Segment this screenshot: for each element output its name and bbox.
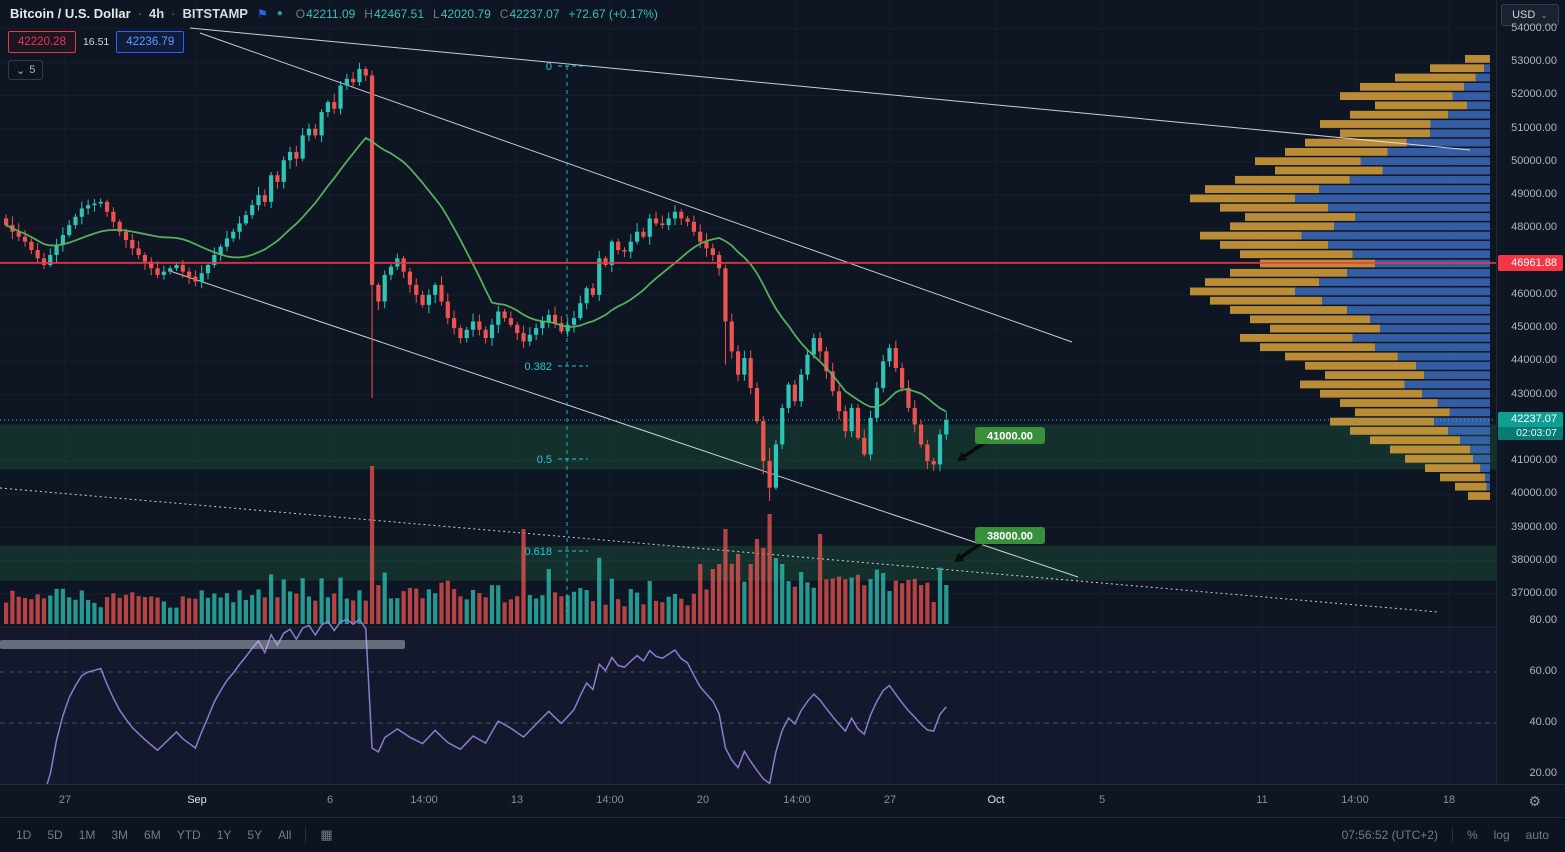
time-axis-label: 20 xyxy=(696,794,710,806)
date-range-icon[interactable]: ▦ xyxy=(320,827,333,842)
range-button-3m[interactable]: 3M xyxy=(111,828,129,842)
rsi-axis-label: 20.00 xyxy=(1529,767,1557,779)
chart-canvas[interactable]: 0 0.382 0.5 0.618 41000.00 38000.00 Bitcoin /… xyxy=(0,0,1497,785)
chevron-down-icon: ⌄ xyxy=(16,64,26,77)
red-price-label: 46961.88 xyxy=(1498,255,1563,271)
svg-text:41000.00: 41000.00 xyxy=(987,431,1033,443)
high-label: H xyxy=(364,6,373,21)
low-value: 42020.79 xyxy=(440,6,491,21)
time-axis-label: 18 xyxy=(1442,794,1456,806)
price-axis-label: 45000.00 xyxy=(1511,321,1557,334)
range-button-1d[interactable]: 1D xyxy=(16,828,32,842)
current-price-label: 42237.07 02:03:07 xyxy=(1498,412,1563,440)
time-axis-label: 14:00 xyxy=(783,794,811,806)
log-scale-button[interactable]: log xyxy=(1493,828,1510,842)
currency-toggle-button[interactable]: USD ⌄ xyxy=(1501,4,1559,26)
connection-status-icon[interactable]: ● xyxy=(276,8,283,19)
rsi-axis-label: 80.00 xyxy=(1529,614,1557,626)
current-price-value: 42237.07 xyxy=(1498,412,1563,427)
price-axis-label: 38000.00 xyxy=(1511,553,1557,566)
spread-value: 16.51 xyxy=(82,36,110,48)
svg-text:0.382: 0.382 xyxy=(524,361,552,373)
price-axis[interactable]: USD ⌄ 46961.88 42237.07 02:03:07 54000.0… xyxy=(1496,0,1565,785)
svg-text:38000.00: 38000.00 xyxy=(987,531,1033,543)
price-axis-label: 49000.00 xyxy=(1511,188,1557,201)
svg-text:0.5: 0.5 xyxy=(537,454,552,466)
chart-plot[interactable]: 0 0.382 0.5 0.618 41000.00 38000.00 xyxy=(0,0,1497,785)
percent-scale-button[interactable]: % xyxy=(1466,828,1478,842)
price-axis-label: 48000.00 xyxy=(1511,221,1557,234)
candle-countdown: 02:03:07 xyxy=(1498,427,1563,440)
time-axis-label: 11 xyxy=(1256,794,1268,806)
ohlc-values: O42211.09 H42467.51 L42020.79 C42237.07 … xyxy=(296,7,658,21)
divider xyxy=(1451,827,1453,843)
gear-icon[interactable]: ⚙ xyxy=(1528,793,1541,809)
price-axis-label: 40000.00 xyxy=(1511,487,1557,500)
time-axis-label: 27 xyxy=(883,794,897,806)
chart-legend[interactable]: Bitcoin / U.S. Dollar · 4h · BITSTAMP ⚑ … xyxy=(10,6,658,21)
close-label: C xyxy=(499,6,509,21)
symbol-title[interactable]: Bitcoin / U.S. Dollar xyxy=(10,6,131,21)
price-axis-label: 52000.00 xyxy=(1511,88,1557,101)
auto-scale-button[interactable]: auto xyxy=(1525,828,1549,842)
open-label: O xyxy=(295,6,306,21)
chevron-down-icon: ⌄ xyxy=(1540,9,1548,20)
buy-sell-panel: 42220.28 16.51 42236.79 xyxy=(8,31,185,53)
svg-text:0: 0 xyxy=(546,61,552,73)
time-axis-label: Sep xyxy=(187,794,207,806)
time-axis-label: Oct xyxy=(987,794,1005,806)
collapsed-count: 5 xyxy=(29,64,36,76)
bottom-toolbar: 1D 5D 1M 3M 6M YTD 1Y 5Y All ▦ 07:56:52 (UTC+2) … xyxy=(0,817,1565,852)
range-button-1y[interactable]: 1Y xyxy=(216,828,232,842)
high-value: 42467.51 xyxy=(373,6,425,21)
time-axis-label: 14:00 xyxy=(410,794,438,806)
range-button-1m[interactable]: 1M xyxy=(78,828,96,842)
currency-label: USD xyxy=(1512,9,1536,21)
price-axis-label: 53000.00 xyxy=(1511,55,1557,68)
price-axis-label: 46000.00 xyxy=(1511,287,1557,300)
sell-price-button[interactable]: 42220.28 xyxy=(8,31,76,53)
time-axis[interactable]: ⚙ 27 Sep 6 14:00 13 14:00 20 14:00 27 Oct 5 11 14:00… xyxy=(0,784,1565,818)
clock-button[interactable]: 07:56:52 (UTC+2) xyxy=(1341,828,1438,842)
range-button-ytd[interactable]: YTD xyxy=(176,828,201,842)
divider xyxy=(305,827,307,843)
range-buttons: 1D 5D 1M 3M 6M YTD 1Y 5Y All xyxy=(8,818,299,852)
time-axis-label: 14:00 xyxy=(1341,794,1369,806)
time-axis-label: 27 xyxy=(58,794,72,806)
price-axis-label: 37000.00 xyxy=(1511,586,1557,599)
price-axis-label: 44000.00 xyxy=(1511,354,1557,367)
price-axis-label: 43000.00 xyxy=(1511,387,1557,400)
rsi-axis-label: 60.00 xyxy=(1529,665,1557,677)
range-button-5d[interactable]: 5D xyxy=(47,828,63,842)
range-button-all[interactable]: All xyxy=(278,828,292,842)
price-axis-label: 51000.00 xyxy=(1511,121,1557,134)
flag-icon[interactable]: ⚑ xyxy=(256,6,268,21)
time-axis-label: 6 xyxy=(326,794,334,806)
change-value: +72.67 (+0.17%) xyxy=(568,6,658,21)
svg-text:0.618: 0.618 xyxy=(524,546,552,558)
separator: · xyxy=(171,6,176,21)
exchange-label[interactable]: BITSTAMP xyxy=(182,6,248,21)
interval-label[interactable]: 4h xyxy=(148,6,165,21)
close-value: 42237.07 xyxy=(509,6,560,21)
time-axis-label: 13 xyxy=(510,794,524,806)
price-axis-label: 41000.00 xyxy=(1511,454,1557,467)
buy-price-button[interactable]: 42236.79 xyxy=(116,31,185,53)
range-button-5y[interactable]: 5Y xyxy=(247,828,263,842)
range-button-6m[interactable]: 6M xyxy=(144,828,161,842)
collapsed-indicators-toggle[interactable]: ⌄ 5 xyxy=(8,60,44,80)
price-axis-label: 39000.00 xyxy=(1511,520,1557,533)
low-label: L xyxy=(433,6,440,21)
price-axis-label: 50000.00 xyxy=(1511,154,1557,167)
price-axis-label: 54000.00 xyxy=(1511,22,1557,34)
time-axis-label: 14:00 xyxy=(596,794,624,806)
rsi-axis-label: 40.00 xyxy=(1529,716,1557,728)
open-value: 42211.09 xyxy=(306,6,356,21)
time-axis-label: 5 xyxy=(1098,794,1106,806)
separator: · xyxy=(137,6,142,21)
